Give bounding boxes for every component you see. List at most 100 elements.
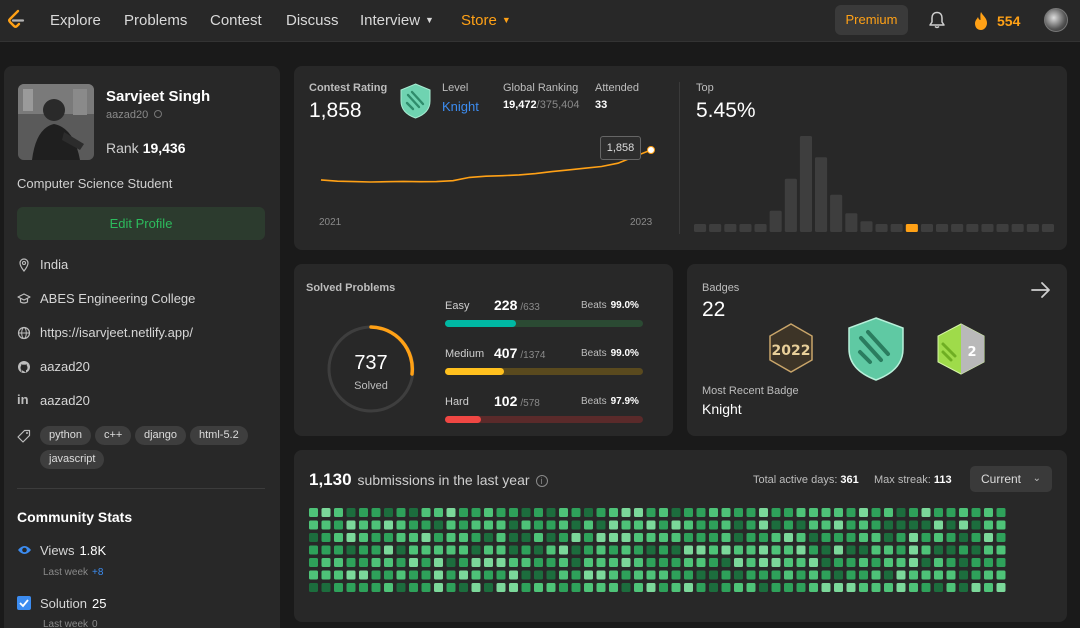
heatmap-cell[interactable] [809,520,818,530]
heatmap-cell[interactable] [421,520,431,530]
heatmap-cell[interactable] [721,533,731,542]
heatmap-cell[interactable] [909,583,918,592]
heatmap-cell[interactable] [971,533,981,542]
heatmap-cell[interactable] [421,570,431,580]
heatmap-cell[interactable] [359,520,368,530]
heatmap-cell[interactable] [684,520,693,530]
heatmap-cell[interactable] [496,583,506,592]
50-days-badge-icon[interactable]: 2 [935,322,987,376]
heatmap-cell[interactable] [909,533,918,542]
heatmap-cell[interactable] [734,520,743,530]
heatmap-cell[interactable] [384,520,393,530]
heatmap-cell[interactable] [859,508,868,517]
heatmap-cell[interactable] [546,558,556,567]
heatmap-cell[interactable] [534,545,543,555]
heatmap-cell[interactable] [309,583,318,592]
heatmap-cell[interactable] [559,583,568,592]
heatmap-cell[interactable] [434,558,443,567]
heatmap-cell[interactable] [896,520,906,530]
heatmap-cell[interactable] [784,520,793,530]
heatmap-cell[interactable] [321,508,331,517]
heatmap-cell[interactable] [884,583,893,592]
heatmap-cell[interactable] [834,508,843,517]
heatmap-cell[interactable] [659,520,668,530]
heatmap-cell[interactable] [471,570,481,580]
heatmap-cell[interactable] [871,558,881,567]
heatmap-cell[interactable] [371,558,381,567]
heatmap-cell[interactable] [459,583,468,592]
heatmap-cell[interactable] [421,558,431,567]
heatmap-cell[interactable] [896,545,906,555]
heatmap-cell[interactable] [996,570,1006,580]
heatmap-cell[interactable] [746,570,756,580]
heatmap-cell[interactable] [584,520,593,530]
heatmap-cell[interactable] [634,558,643,567]
heatmap-cell[interactable] [596,533,606,542]
heatmap-cell[interactable] [509,520,518,530]
heatmap-cell[interactable] [421,533,431,542]
heatmap-cell[interactable] [746,545,756,555]
heatmap-cell[interactable] [534,570,543,580]
heatmap-cell[interactable] [596,508,606,517]
heatmap-cell[interactable] [896,508,906,517]
heatmap-cell[interactable] [884,558,893,567]
heatmap-cell[interactable] [734,570,743,580]
streak-count[interactable]: 554 [997,13,1021,29]
heatmap-cell[interactable] [471,533,481,542]
heatmap-cell[interactable] [671,533,681,542]
heatmap-cell[interactable] [471,558,481,567]
heatmap-cell[interactable] [609,570,618,580]
heatmap-cell[interactable] [309,533,318,542]
heatmap-cell[interactable] [659,545,668,555]
heatmap-cell[interactable] [309,508,318,517]
heatmap-cell[interactable] [346,545,356,555]
heatmap-cell[interactable] [646,545,656,555]
heatmap-cell[interactable] [871,570,881,580]
heatmap-cell[interactable] [471,583,481,592]
heatmap-cell[interactable] [946,558,956,567]
heatmap-cell[interactable] [434,508,443,517]
heatmap-cell[interactable] [409,533,418,542]
heatmap-cell[interactable] [409,545,418,555]
heatmap-cell[interactable] [396,508,406,517]
heatmap-cell[interactable] [684,545,693,555]
heatmap-cell[interactable] [771,583,781,592]
heatmap-cell[interactable] [609,508,618,517]
heatmap-cell[interactable] [434,570,443,580]
skill-tag[interactable]: html-5.2 [190,426,248,445]
heatmap-cell[interactable] [934,520,943,530]
heatmap-cell[interactable] [771,545,781,555]
heatmap-cell[interactable] [721,583,731,592]
heatmap-cell[interactable] [609,545,618,555]
heatmap-cell[interactable] [509,508,518,517]
heatmap-cell[interactable] [496,508,506,517]
heatmap-cell[interactable] [521,508,531,517]
heatmap-cell[interactable] [384,583,393,592]
heatmap-cell[interactable] [521,520,531,530]
heatmap-cell[interactable] [634,508,643,517]
heatmap-cell[interactable] [346,570,356,580]
heatmap-cell[interactable] [934,545,943,555]
heatmap-cell[interactable] [984,583,993,592]
heatmap-cell[interactable] [696,583,706,592]
heatmap-cell[interactable] [621,570,631,580]
heatmap-cell[interactable] [634,533,643,542]
heatmap-cell[interactable] [459,508,468,517]
heatmap-cell[interactable] [484,545,493,555]
heatmap-cell[interactable] [496,570,506,580]
heatmap-cell[interactable] [534,533,543,542]
heatmap-cell[interactable] [859,583,868,592]
heatmap-cell[interactable] [884,545,893,555]
heatmap-cell[interactable] [721,545,731,555]
github-link[interactable]: aazad20 [40,359,90,374]
heatmap-cell[interactable] [471,508,481,517]
heatmap-cell[interactable] [946,508,956,517]
heatmap-cell[interactable] [584,508,593,517]
heatmap-cell[interactable] [884,533,893,542]
heatmap-cell[interactable] [421,545,431,555]
heatmap-cell[interactable] [884,570,893,580]
heatmap-cell[interactable] [484,533,493,542]
heatmap-cell[interactable] [784,558,793,567]
heatmap-cell[interactable] [934,533,943,542]
heatmap-cell[interactable] [346,583,356,592]
